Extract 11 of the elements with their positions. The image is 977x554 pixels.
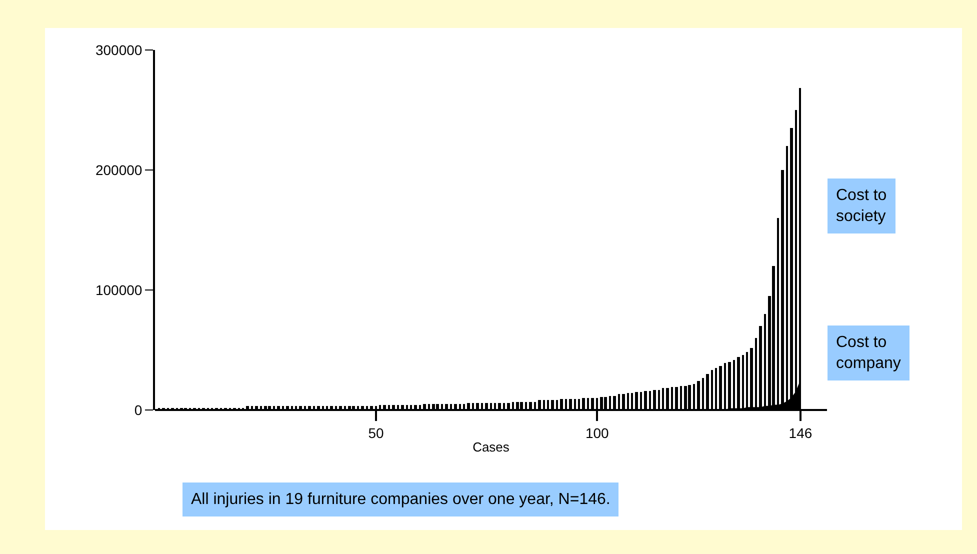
x-tick-label: 50 xyxy=(368,424,384,441)
y-tick-label: 0 xyxy=(134,402,142,418)
y-tick-label: 200000 xyxy=(95,162,142,178)
text: All injuries in 19 furniture companies over one year, N=146. xyxy=(191,491,610,508)
x-tick-label: 146 xyxy=(788,424,812,441)
text: Cost to society xyxy=(836,187,887,225)
x-tick-label: 100 xyxy=(585,424,610,441)
y-tick-label: 300000 xyxy=(95,42,142,58)
text: Cost to company xyxy=(836,334,901,372)
x-axis-title: Cases xyxy=(472,439,510,454)
y-tick-label: 100000 xyxy=(95,282,142,298)
